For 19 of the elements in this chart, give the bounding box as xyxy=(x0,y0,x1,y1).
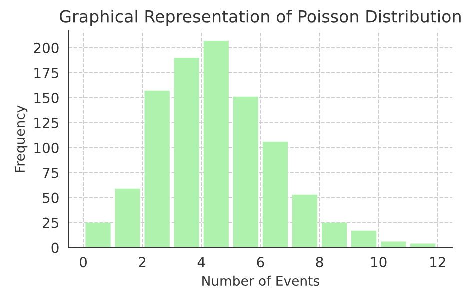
y-tick-label: 25 xyxy=(43,218,58,228)
x-axis-title: Number of Events xyxy=(202,276,320,286)
y-tick-label: 125 xyxy=(34,118,58,128)
y-tick-label: 0 xyxy=(52,242,59,254)
y-tick-label: 100 xyxy=(34,142,59,154)
x-tick-label: 8 xyxy=(316,257,324,268)
y-tick-label: 175 xyxy=(34,68,58,78)
y-tick-label: 200 xyxy=(34,42,59,54)
x-tick-label: 6 xyxy=(257,257,264,268)
x-tick-label: 0 xyxy=(80,257,87,268)
x-tick-label: 2 xyxy=(139,257,146,268)
y-axis-title: Frequency xyxy=(15,106,28,172)
chart-title: Graphical Representation of Poisson Distribution xyxy=(60,10,461,26)
y-tick-label: 150 xyxy=(34,92,59,104)
x-tick-label: 10 xyxy=(372,257,387,268)
x-tick-label: 4 xyxy=(198,257,206,268)
y-tick-label: 50 xyxy=(43,192,59,204)
x-tick-label: 12 xyxy=(430,257,446,268)
y-tick-label: 75 xyxy=(43,168,58,178)
